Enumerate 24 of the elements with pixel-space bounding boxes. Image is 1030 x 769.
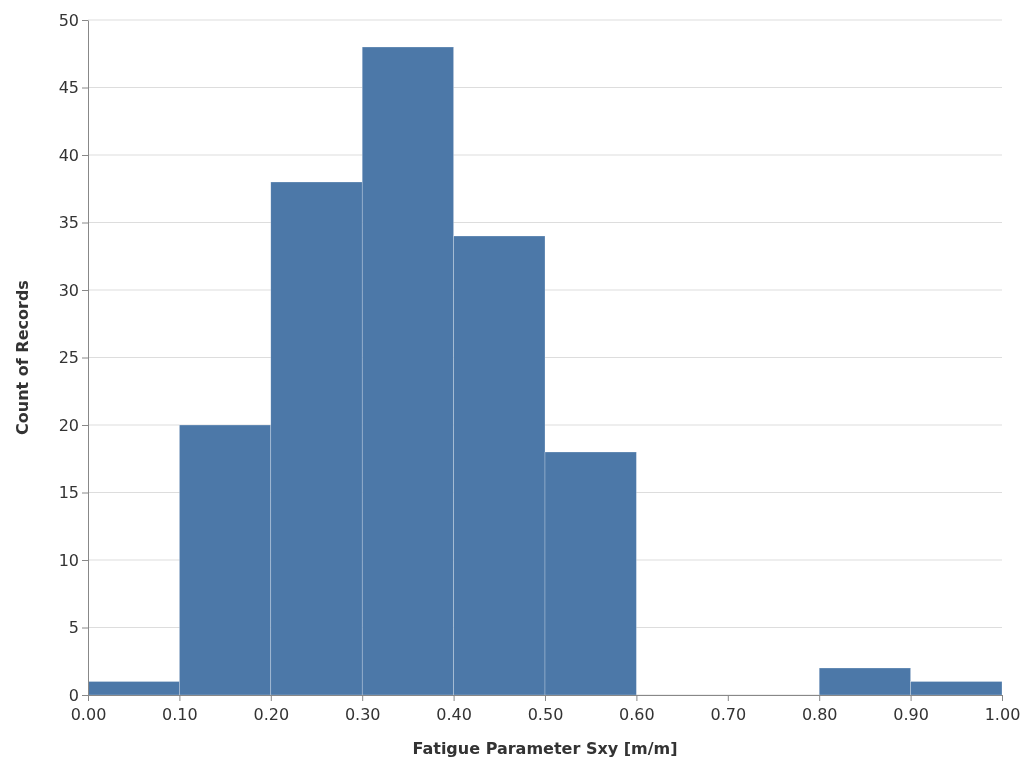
y-tick-label: 40 bbox=[58, 145, 79, 165]
x-tick-label: 0.30 bbox=[344, 705, 381, 724]
x-tick-label: 0.00 bbox=[70, 705, 107, 724]
y-tick-label: 0 bbox=[68, 685, 79, 705]
x-tick-label: 0.90 bbox=[893, 705, 929, 724]
x-tick-label: 0.20 bbox=[253, 705, 290, 724]
x-tick-label: 0.70 bbox=[710, 705, 747, 724]
y-tick-label: 30 bbox=[58, 280, 79, 300]
y-tick-label: 50 bbox=[58, 10, 79, 30]
y-tick-label: 25 bbox=[58, 348, 79, 368]
y-axis-title: Count of Records bbox=[13, 280, 32, 435]
y-tick-label: 20 bbox=[58, 415, 79, 435]
y-tick-label: 45 bbox=[58, 78, 79, 98]
x-tick-label: 0.60 bbox=[619, 705, 655, 724]
y-tick-label: 10 bbox=[58, 550, 79, 570]
x-axis-title: Fatigue Parameter Sxy [m/m] bbox=[412, 739, 678, 758]
x-tick-label: 0.50 bbox=[527, 705, 564, 724]
x-tick-label: 0.80 bbox=[801, 705, 838, 724]
y-tick-label: 5 bbox=[68, 618, 79, 638]
y-tick-label: 35 bbox=[58, 213, 79, 233]
x-tick-label: 0.10 bbox=[162, 705, 198, 724]
x-tick-label: 0.40 bbox=[436, 705, 472, 724]
y-tick-label: 15 bbox=[58, 483, 79, 503]
x-tick-label: 1.00 bbox=[984, 705, 1021, 724]
